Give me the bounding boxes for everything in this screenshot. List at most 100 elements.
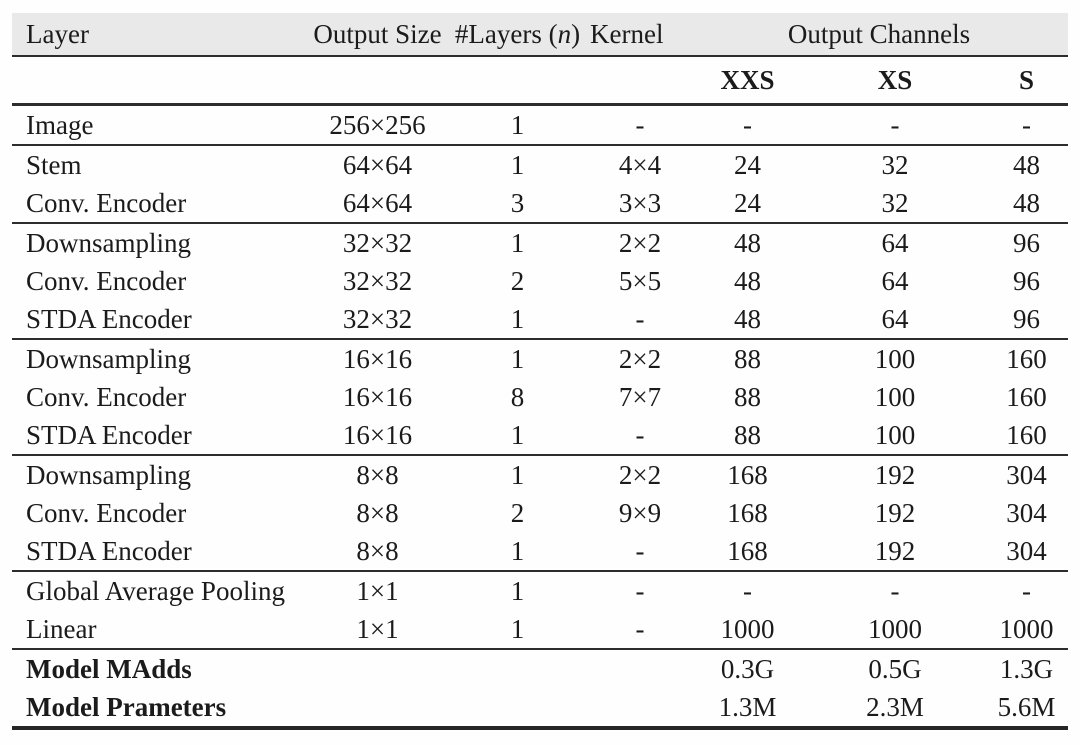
cell-num-layers: 1 [510, 227, 525, 258]
cell-num-layers: 3 [445, 184, 590, 224]
cell-s: - [1022, 575, 1031, 606]
cell-xxs: 168 [727, 459, 768, 490]
cell-output-size: 8×8 [356, 459, 399, 490]
cell-xs: - [890, 575, 900, 606]
cell-xxs: 24 [734, 149, 761, 180]
table-row: STDA Encoder 16×16 1-88 100 160 [12, 416, 1068, 456]
cell-kernel: 5×5 [618, 265, 662, 296]
cell-num-layers [445, 688, 590, 728]
cell-xs: 100 [874, 381, 916, 412]
cell-output-size: 16×16 [310, 416, 445, 456]
cell-kernel: 2×2 [618, 459, 662, 490]
cell-xs: 32 [881, 149, 909, 180]
table-row: Linear 1×1 1-1000 1000 1000 [12, 610, 1068, 650]
table-row: Stem 64×64 1 4×4 24 32 48 [12, 145, 1068, 184]
cell-xs: 100 [805, 416, 985, 456]
cell-kernel [590, 688, 690, 728]
cell-xs: 192 [874, 497, 916, 528]
cell-layer: Model MAdds [26, 653, 192, 684]
cell-kernel: 9×9 [618, 497, 662, 528]
cell-output-size: 1×1 [356, 575, 399, 606]
cell-output-size: 8×8 [310, 532, 445, 572]
cell-kernel [590, 649, 690, 688]
cell-layer: Conv. Encoder [12, 184, 310, 224]
subheader-empty [12, 56, 310, 106]
cell-xxs: 48 [734, 227, 761, 258]
table-row: Global Average Pooling 1×1 1 - - - - [12, 571, 1068, 610]
cell-s: 48 [1013, 149, 1040, 180]
header-num-layers-suffix: ) [571, 18, 581, 49]
cell-xxs: - [690, 104, 805, 146]
cell-layer: Linear [12, 610, 310, 650]
cell-xs: 2.3M [866, 691, 924, 722]
cell-layer: Downsampling [26, 227, 191, 258]
cell-layer: STDA Encoder [12, 416, 310, 456]
table-header: Layer Output Size #Layers (n) Kernel Out… [12, 8, 1068, 106]
cell-output-size: 1×1 [310, 610, 445, 650]
cell-num-layers: 2 [510, 497, 525, 528]
cell-xs: 192 [874, 459, 916, 490]
table-row: Conv. Encoder 32×32 2 5×5 48 64 96 [12, 262, 1068, 300]
cell-output-size: 32×32 [342, 227, 413, 258]
subheader-row: XXS XS S [12, 56, 1068, 106]
cell-kernel: 2×2 [618, 227, 662, 258]
header-num-layers-prefix: #Layers ( [454, 18, 558, 49]
cell-num-layers: 2 [510, 265, 525, 296]
cell-kernel: - [590, 416, 690, 456]
table-row: Downsampling 32×32 1 2×2 48 64 96 [12, 223, 1068, 262]
cell-num-layers: 1 [510, 343, 525, 374]
cell-xxs: 88 [734, 381, 761, 412]
cell-s: 304 [1006, 497, 1047, 528]
cell-num-layers [445, 649, 590, 688]
cell-xxs: 0.3G [720, 653, 775, 684]
cell-output-size: 64×64 [342, 149, 413, 180]
cell-xs: 0.5G [868, 653, 922, 684]
table-body: Image 256×256 1- - - - Stem 64×64 1 4×4 24 32 48 Conv… [12, 104, 1068, 729]
cell-layer: Downsampling [26, 343, 191, 374]
cell-output-size: 256×256 [310, 104, 445, 146]
cell-kernel: - [590, 610, 690, 650]
cell-num-layers: 1 [445, 532, 590, 572]
subheader-empty [590, 56, 690, 106]
cell-kernel: - [590, 532, 690, 572]
cell-xs: 32 [805, 184, 985, 224]
cell-s: 304 [1006, 459, 1047, 490]
header-output-size: Output Size [310, 8, 445, 57]
architecture-table: Layer Output Size #Layers (n) Kernel Out… [12, 8, 1068, 730]
cell-layer: Downsampling [26, 459, 191, 490]
cell-output-size: 16×16 [342, 343, 413, 374]
cell-layer: STDA Encoder [12, 532, 310, 572]
header-kernel: Kernel [590, 8, 690, 57]
cell-s: 160 [1006, 343, 1047, 374]
header-num-layers: #Layers (n) [445, 8, 590, 57]
cell-xxs: 24 [690, 184, 805, 224]
cell-xxs: 168 [727, 497, 768, 528]
cell-layer: Conv. Encoder [26, 265, 187, 296]
cell-s: 48 [985, 184, 1068, 224]
cell-s: 1.3G [999, 653, 1054, 684]
table-row: Conv. Encoder 16×16 8 7×7 88 100 160 [12, 378, 1068, 416]
cell-num-layers: 1 [445, 610, 590, 650]
cell-layer: Conv. Encoder [26, 497, 187, 528]
cell-xxs: 88 [690, 416, 805, 456]
header-layer: Layer [12, 8, 310, 57]
cell-s: 96 [1013, 265, 1040, 296]
cell-num-layers: 8 [510, 381, 525, 412]
cell-output-size [310, 688, 445, 728]
cell-xs: 64 [805, 300, 985, 340]
cell-output-size: 32×32 [310, 300, 445, 340]
table-row: Downsampling 8×8 1 2×2 168 192 304 [12, 455, 1068, 494]
cell-xs: 64 [881, 227, 909, 258]
cell-output-size: 64×64 [310, 184, 445, 224]
table-row: Image 256×256 1- - - - [12, 104, 1068, 146]
cell-s: 160 [1006, 381, 1047, 412]
cell-layer: Conv. Encoder [26, 381, 187, 412]
cell-layer: Model Prameters [26, 691, 227, 722]
cell-xs: 192 [805, 532, 985, 572]
cell-s: 1000 [985, 610, 1068, 650]
cell-num-layers: 1 [445, 104, 590, 146]
table-row: Conv. Encoder 64×64 3 3×3 24 32 48 [12, 184, 1068, 224]
cell-s: - [985, 104, 1068, 146]
table-row: Downsampling 16×16 1 2×2 88 100 160 [12, 339, 1068, 378]
subheader-xs: XS [805, 56, 985, 106]
